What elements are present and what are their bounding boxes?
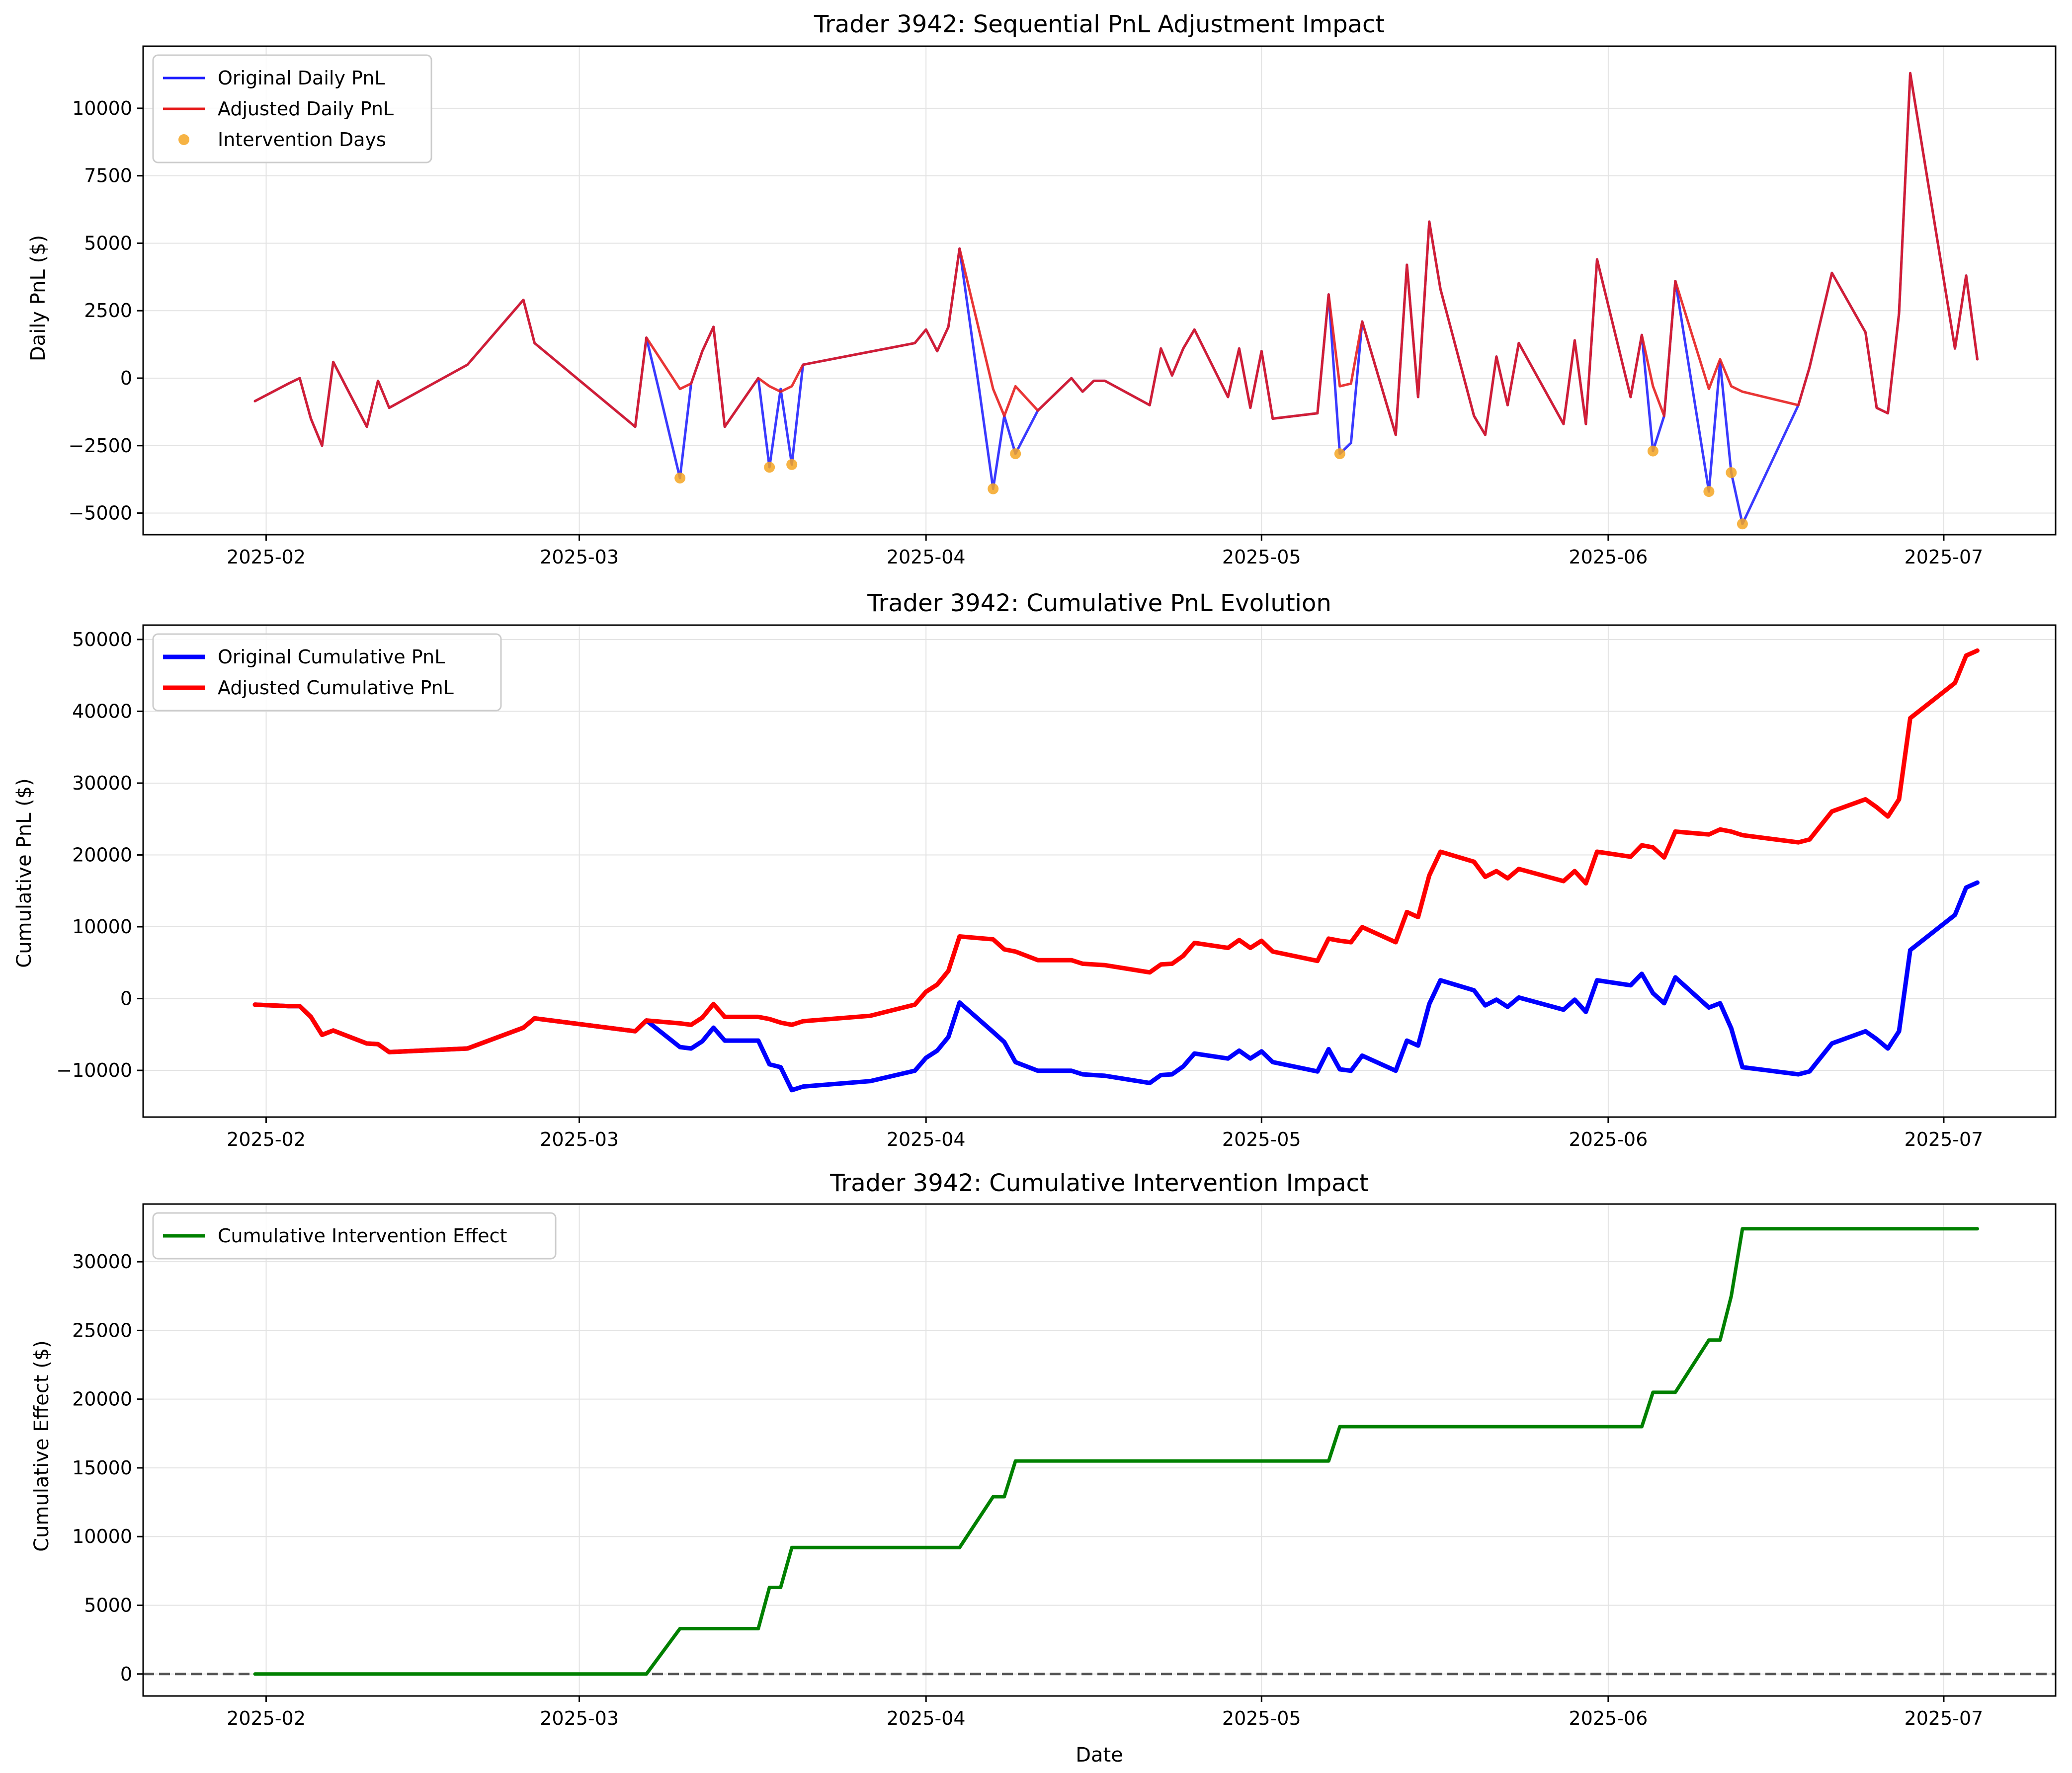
intervention-y-tick-label: 15000	[72, 1457, 132, 1479]
cumulative-series-original-cumulative-pnl	[252, 880, 1980, 1093]
daily-x-tick-label: 2025-05	[1222, 546, 1301, 568]
daily-intervention-point	[1010, 448, 1021, 460]
daily-pnl-ylabel: Daily PnL ($)	[27, 235, 50, 361]
daily-intervention-point	[1703, 486, 1715, 497]
daily-x-tick-label: 2025-02	[227, 546, 306, 568]
daily-x-tick-label: 2025-07	[1905, 546, 1984, 568]
intervention-impact-title: Trader 3942: Cumulative Intervention Imp…	[829, 1169, 1368, 1197]
daily-x-tick-label: 2025-03	[540, 546, 619, 568]
daily-legend-label: Original Daily PnL	[218, 67, 385, 89]
daily-y-tick-label: 0	[120, 367, 132, 389]
cumulative-y-tick-label: 30000	[72, 772, 132, 794]
cumulative-legend: Original Cumulative PnL Adjusted Cumulati…	[152, 633, 502, 712]
cumulative-x-tick-label: 2025-05	[1222, 1128, 1301, 1150]
intervention-x-tick-label: 2025-07	[1905, 1707, 1984, 1729]
intervention-y-tick-label: 5000	[84, 1594, 132, 1616]
cumulative-series-adjusted-cumulative-pnl	[252, 648, 1980, 1054]
daily-intervention-point	[988, 483, 999, 494]
daily-x-tick-label: 2025-04	[887, 546, 966, 568]
daily-axes-frame	[142, 45, 2057, 536]
intervention-legend-label: Cumulative Intervention Effect	[218, 1225, 507, 1247]
cumulative-y-tick-label: 40000	[72, 700, 132, 722]
cumulative-pnl-title: Trader 3942: Cumulative PnL Evolution	[867, 589, 1331, 617]
daily-intervention-point	[1737, 518, 1748, 530]
cumulative-y-tick-label: −10000	[56, 1059, 132, 1081]
intervention-x-tick-label: 2025-02	[227, 1707, 306, 1729]
daily-legend-label: Intervention Days	[218, 129, 386, 151]
cumulative-legend-label: Adjusted Cumulative PnL	[218, 677, 454, 699]
cumulative-x-tick-label: 2025-03	[540, 1128, 619, 1150]
daily-pnl-title: Trader 3942: Sequential PnL Adjustment I…	[814, 10, 1385, 38]
cumulative-pnl-ylabel: Cumulative PnL ($)	[13, 778, 36, 967]
cumulative-x-tick-label: 2025-02	[227, 1128, 306, 1150]
daily-intervention-point	[1647, 445, 1658, 457]
daily-y-tick-label: 2500	[84, 300, 132, 322]
intervention-impact-xlabel: Date	[1076, 1744, 1123, 1767]
daily-series-adjusted-daily-pnl	[253, 72, 1979, 447]
daily-legend: Original Daily PnL Adjusted Daily PnL Inte…	[152, 54, 432, 163]
cumulative-y-tick-label: 50000	[72, 629, 132, 650]
daily-intervention-point	[1726, 467, 1737, 479]
intervention-x-tick-label: 2025-05	[1222, 1707, 1301, 1729]
cumulative-y-tick-label: 10000	[72, 916, 132, 938]
intervention-series-cumulative-intervention-effect	[253, 1227, 1979, 1676]
daily-intervention-point	[1334, 448, 1345, 460]
intervention-y-tick-label: 0	[120, 1663, 132, 1685]
daily-y-tick-label: −5000	[68, 502, 132, 524]
intervention-impact-ylabel: Cumulative Effect ($)	[30, 1340, 53, 1552]
cumulative-x-tick-label: 2025-07	[1905, 1128, 1984, 1150]
cumulative-legend-box	[152, 633, 502, 712]
daily-intervention-point	[786, 459, 798, 470]
intervention-y-tick-label: 30000	[72, 1251, 132, 1273]
intervention-y-tick-label: 20000	[72, 1388, 132, 1410]
cumulative-pnl-panel: Trader 3942: Cumulative PnL Evolution Cu…	[13, 589, 2057, 1150]
intervention-legend-box	[152, 1212, 557, 1260]
daily-legend-label: Adjusted Daily PnL	[218, 98, 394, 120]
cumulative-y-tick-label: 20000	[72, 844, 132, 866]
intervention-impact-panel: Trader 3942: Cumulative Intervention Imp…	[30, 1169, 2057, 1767]
daily-y-tick-label: 5000	[84, 232, 132, 254]
cumulative-legend-label: Original Cumulative PnL	[218, 646, 445, 668]
cumulative-y-tick-label: 0	[120, 988, 132, 1010]
intervention-y-tick-label: 25000	[72, 1319, 132, 1341]
daily-y-tick-label: 7500	[84, 165, 132, 187]
intervention-x-tick-label: 2025-06	[1569, 1707, 1648, 1729]
cumulative-axes-frame	[142, 624, 2057, 1118]
daily-y-tick-label: 10000	[72, 97, 132, 119]
intervention-legend: Cumulative Intervention Effect	[152, 1212, 557, 1260]
cumulative-x-tick-label: 2025-04	[887, 1128, 966, 1150]
daily-pnl-panel: Trader 3942: Sequential PnL Adjustment I…	[27, 10, 2057, 568]
intervention-x-tick-label: 2025-04	[887, 1707, 966, 1729]
cumulative-x-tick-label: 2025-06	[1569, 1128, 1648, 1150]
daily-x-tick-label: 2025-06	[1569, 546, 1648, 568]
intervention-x-tick-label: 2025-03	[540, 1707, 619, 1729]
intervention-axes-frame	[142, 1203, 2057, 1697]
daily-legend-marker	[178, 134, 189, 145]
daily-intervention-point	[764, 462, 775, 473]
daily-intervention-point	[674, 472, 686, 484]
daily-legend-box	[152, 54, 432, 163]
daily-y-tick-label: −2500	[68, 435, 132, 457]
intervention-y-tick-label: 10000	[72, 1526, 132, 1547]
